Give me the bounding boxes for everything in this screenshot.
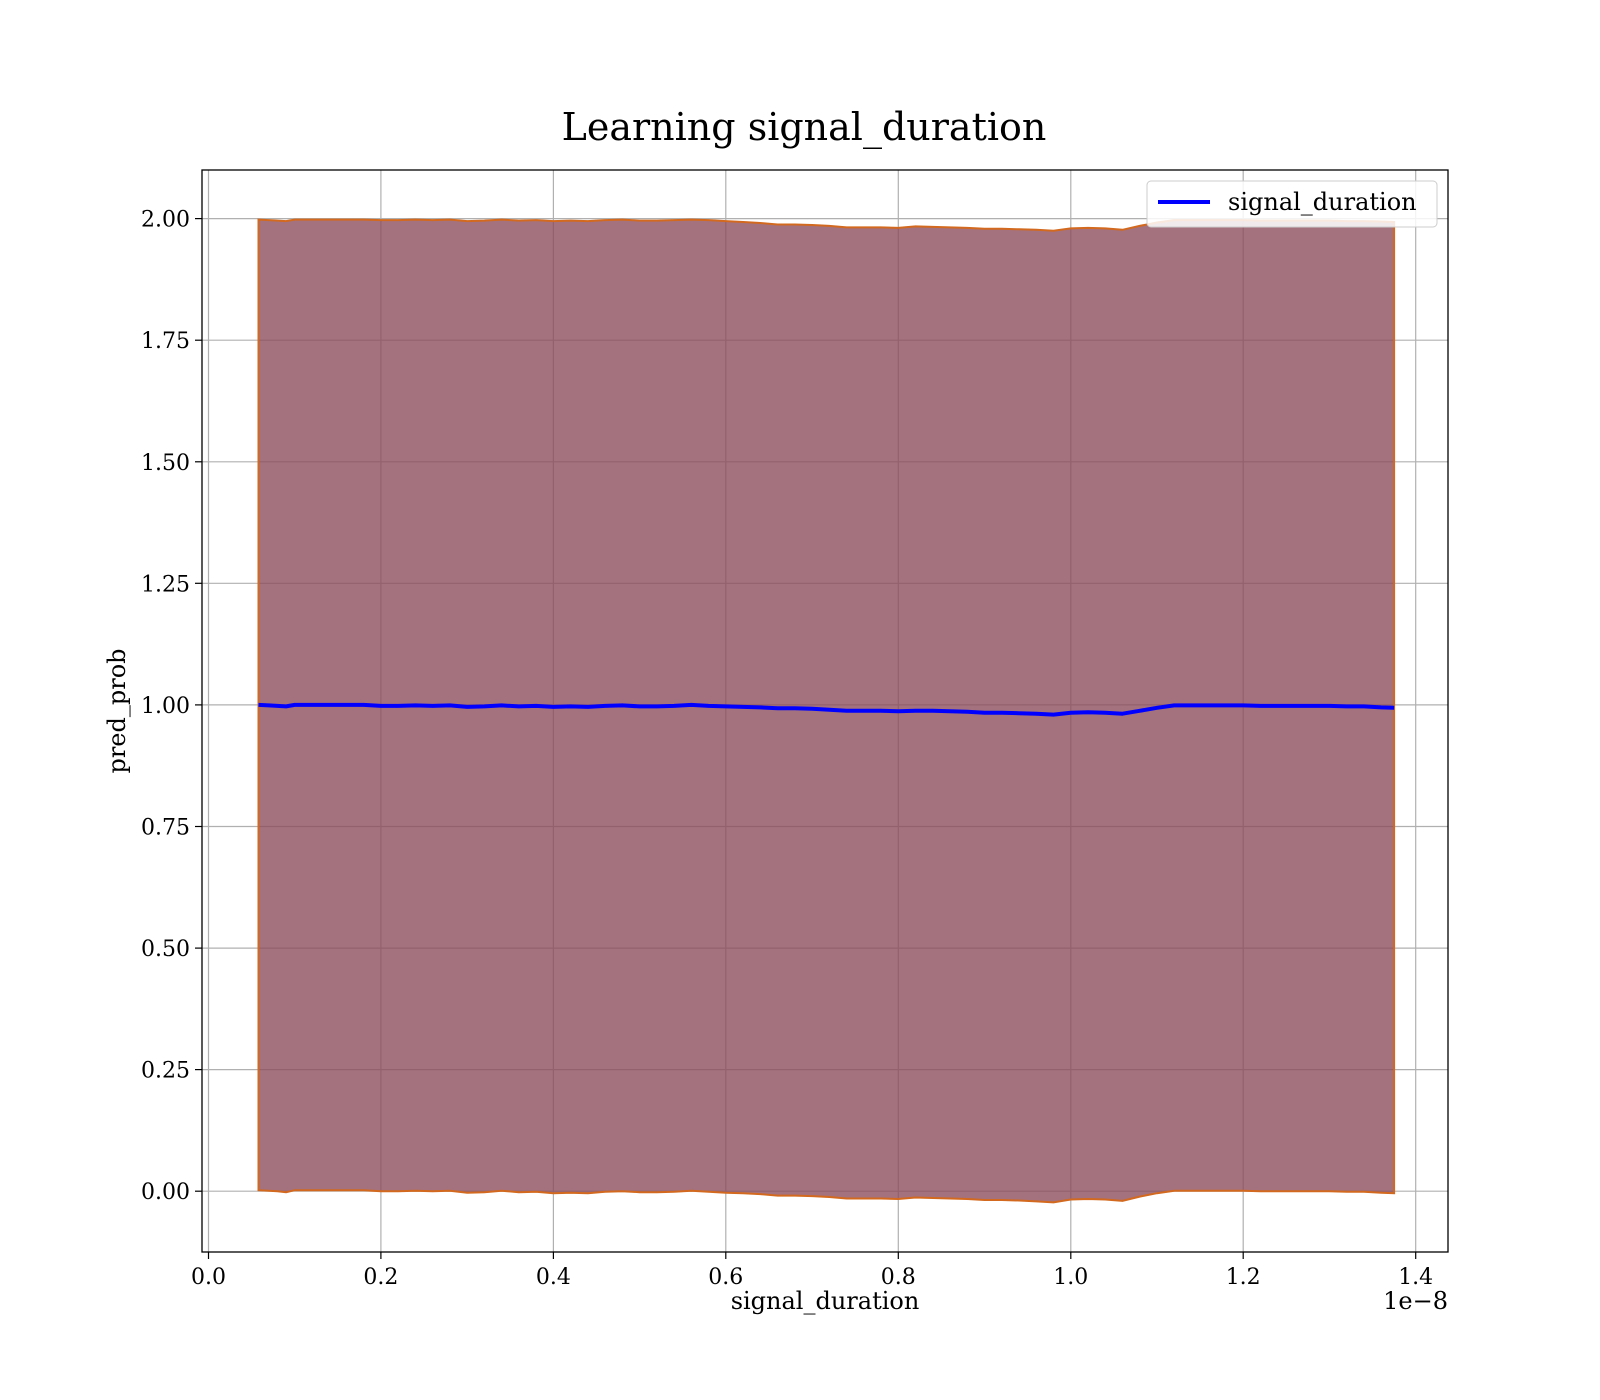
y-tick-label: 1.50 bbox=[141, 451, 190, 476]
series-line-signal-duration bbox=[258, 702, 1395, 717]
y-tick-label: 2.00 bbox=[141, 208, 190, 233]
y-axis-label: pred_prob bbox=[103, 648, 131, 773]
x-axis-offset-label: 1e−8 bbox=[1383, 1287, 1448, 1315]
y-tick-label: 0.50 bbox=[141, 937, 190, 962]
plot-area-frame bbox=[201, 169, 1449, 1253]
y-tick-label: 0.25 bbox=[141, 1059, 190, 1084]
y-tick-label: 1.25 bbox=[141, 572, 190, 597]
x-tick-label: 1.0 bbox=[1053, 1265, 1088, 1290]
x-tick-label: 1.4 bbox=[1398, 1265, 1433, 1290]
x-tick-label: 0.2 bbox=[363, 1265, 398, 1290]
legend: signal_duration bbox=[1146, 180, 1438, 228]
chart-title: Learning signal_duration bbox=[562, 105, 1047, 150]
y-tick-label: 1.75 bbox=[141, 329, 190, 354]
x-tick-label: 0.8 bbox=[881, 1265, 916, 1290]
legend-box bbox=[1146, 180, 1438, 228]
legend-entry-signal-duration: signal_duration bbox=[1228, 188, 1417, 216]
x-tick-label: 0.4 bbox=[536, 1265, 571, 1290]
x-tick-label: 1.2 bbox=[1226, 1265, 1261, 1290]
y-axis: 0.00 0.25 0.50 0.75 1.00 1.25 1.50 1.75 2.00 bbox=[141, 208, 202, 1205]
y-tick-label: 0.75 bbox=[141, 816, 190, 841]
x-tick-label: 0.0 bbox=[191, 1265, 226, 1290]
x-axis: 0.0 0.2 0.4 0.6 0.8 1.0 1.2 1.4 bbox=[191, 1252, 1433, 1290]
y-tick-label: 0.00 bbox=[141, 1180, 190, 1205]
y-tick-label: 1.00 bbox=[141, 694, 190, 719]
x-axis-label: signal_duration bbox=[731, 1287, 920, 1315]
x-tick-label: 0.6 bbox=[708, 1265, 743, 1290]
